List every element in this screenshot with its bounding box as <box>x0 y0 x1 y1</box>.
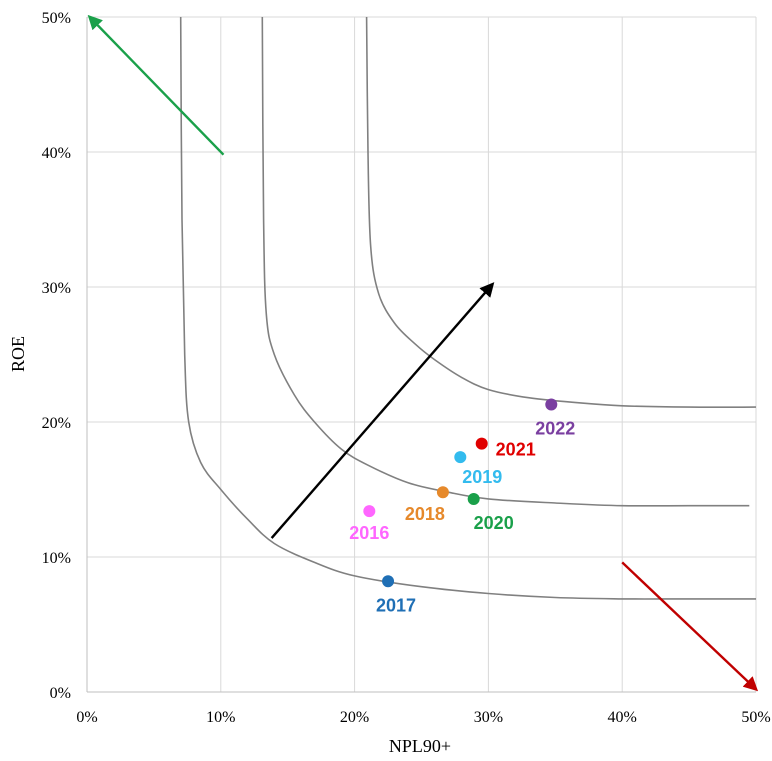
y-tick-label: 10% <box>42 550 71 567</box>
y-tick-label: 50% <box>42 10 71 27</box>
data-label-2021: 2021 <box>496 440 536 460</box>
tick-labels: 0% 10% 20% 30% 40% 50% 0% 10% 20% 30% 40% 50% <box>42 10 771 726</box>
iso-curve-3 <box>365 16 757 409</box>
y-tick-label: 30% <box>42 280 71 297</box>
x-tick-label: 50% <box>741 709 770 726</box>
grid <box>87 16 757 692</box>
direction-arrow <box>621 561 759 692</box>
data-label-2020: 2020 <box>474 513 514 533</box>
data-point-2020 <box>467 492 480 505</box>
arrows <box>87 14 759 692</box>
direction-arrow <box>87 14 225 156</box>
data-label-2019: 2019 <box>462 467 502 487</box>
x-tick-label: 10% <box>206 709 235 726</box>
x-tick-label: 40% <box>608 709 637 726</box>
data-point-2021 <box>475 437 488 450</box>
y-tick-label: 40% <box>42 145 71 162</box>
iso-curve-1 <box>179 16 756 600</box>
data-label-2018: 2018 <box>405 504 445 524</box>
y-axis-title: ROE <box>8 336 28 372</box>
data-label-2016: 2016 <box>349 523 389 543</box>
data-label-2022: 2022 <box>535 418 575 438</box>
x-axis-title: NPL90+ <box>389 736 451 756</box>
data-point-2016 <box>363 505 376 518</box>
data-point-2017 <box>382 575 395 588</box>
x-tick-label: 20% <box>340 709 369 726</box>
x-tick-label: 30% <box>474 709 503 726</box>
data-point-2022 <box>545 398 558 411</box>
direction-arrow <box>270 282 495 539</box>
data-point-2019 <box>454 451 467 464</box>
data-point-2018 <box>436 486 449 499</box>
y-tick-label: 0% <box>50 685 71 702</box>
x-tick-label: 0% <box>76 709 97 726</box>
y-tick-label: 20% <box>42 415 71 432</box>
iso-curves <box>179 16 757 600</box>
iso-curve-2 <box>261 16 750 507</box>
data-label-2017: 2017 <box>376 595 416 615</box>
axes <box>86 17 756 693</box>
